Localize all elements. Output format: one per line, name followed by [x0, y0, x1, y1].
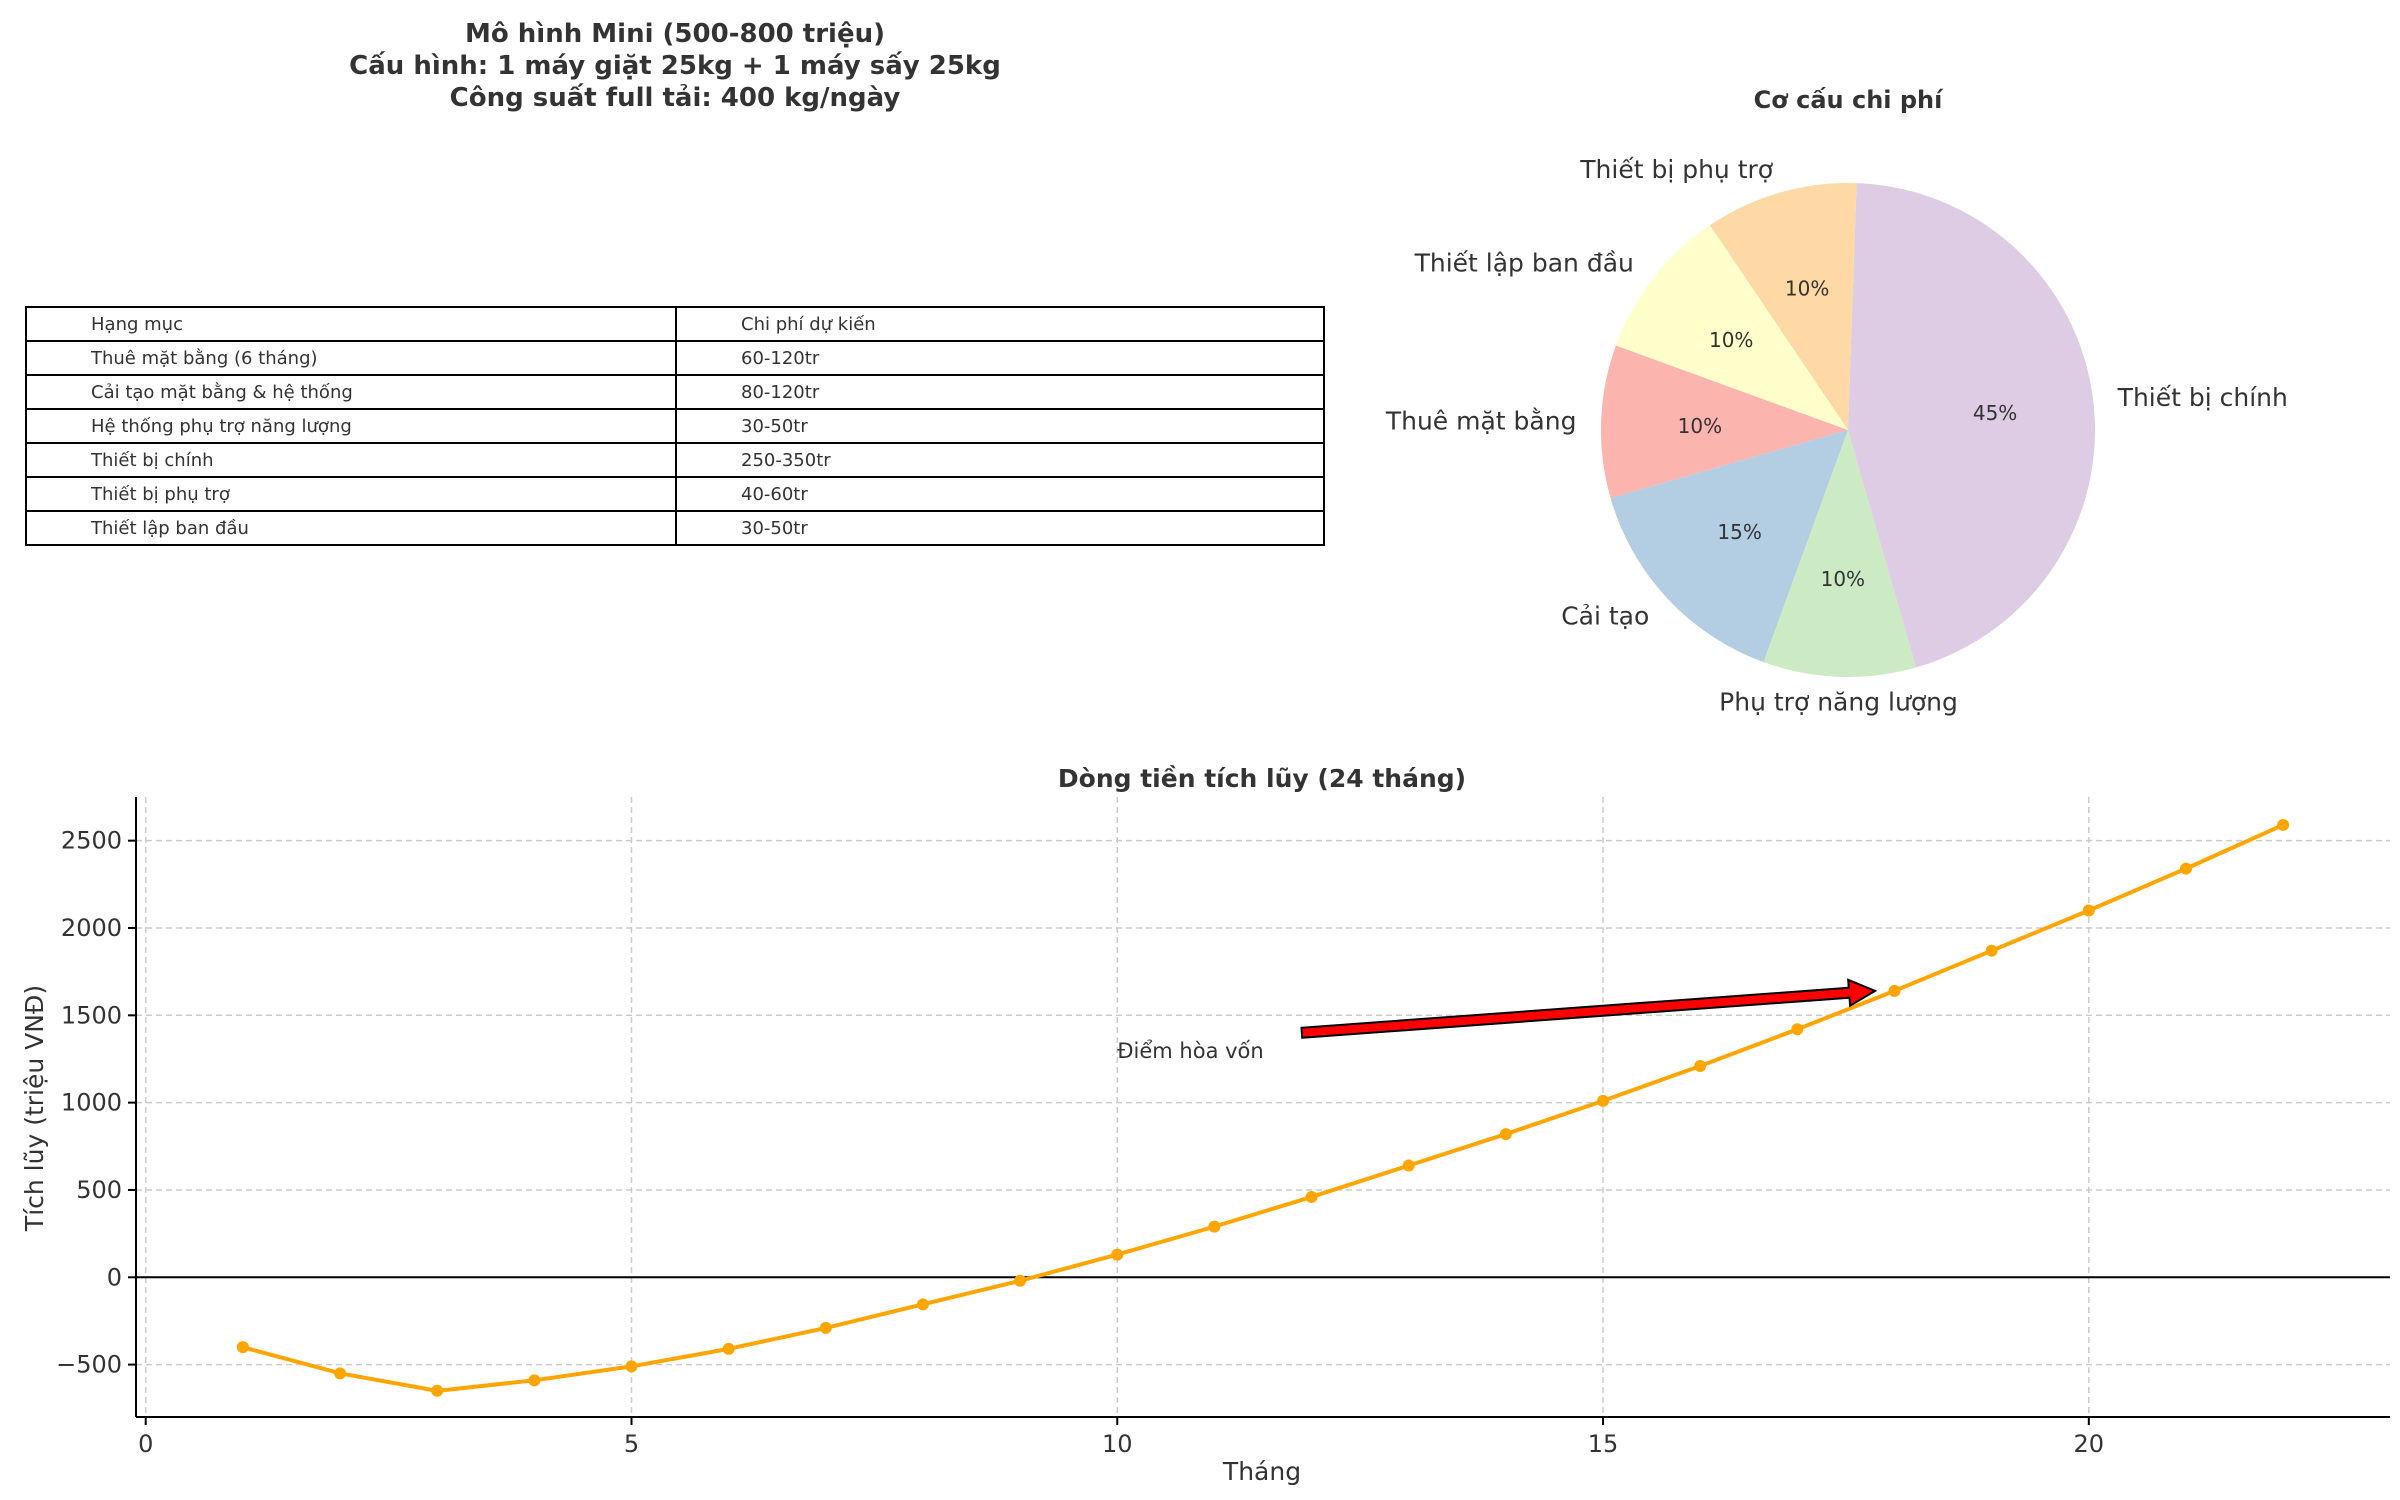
- column-header-item: Hạng mục: [25, 306, 677, 342]
- table-row: Thuê mặt bằng (6 tháng) 60-120tr: [25, 340, 1325, 376]
- table-row: Thiết bị phụ trợ 40-60tr: [25, 476, 1325, 512]
- pie-slice: [1615, 225, 1848, 430]
- x-tick-label: 0: [138, 1430, 153, 1458]
- ticks: 0 5 10 15 20 −500 0 500 1000 1500 2000 2500: [56, 827, 2104, 1458]
- table-cell-cost: 60-120tr: [675, 340, 1325, 376]
- pie-percent-label: 10%: [1709, 328, 1753, 352]
- table-cell-item: Thiết bị chính: [25, 442, 677, 478]
- x-tick-label: 10: [1102, 1430, 1133, 1458]
- data-point: [819, 1321, 832, 1334]
- y-tick-label: 2500: [61, 827, 122, 855]
- table-row: Cải tạo mặt bằng & hệ thống 80-120tr: [25, 374, 1325, 410]
- x-tick-label: 20: [2074, 1430, 2105, 1458]
- pie-slices: [1600, 183, 2095, 677]
- table-cell-item: Thiết bị phụ trợ: [25, 476, 677, 512]
- header-line-3: Công suất full tải: 400 kg/ngày: [449, 83, 901, 113]
- pie-percent-label: 45%: [1973, 401, 2017, 425]
- data-point: [1014, 1274, 1027, 1287]
- axes: [135, 797, 2390, 1418]
- table-cell-cost: 80-120tr: [675, 374, 1325, 410]
- pie-slice: [1709, 183, 1857, 430]
- chart-header: Mô hình Mini (500-800 triệu) Cấu hình: 1…: [60, 18, 1290, 114]
- pie-percent-label: 15%: [1717, 520, 1761, 544]
- pie-title: Cơ cấu chi phí: [1754, 86, 1944, 114]
- table-cell-cost: 30-50tr: [675, 408, 1325, 444]
- pie-category-label: Cải tạo: [1561, 601, 1649, 630]
- grid: [136, 797, 2390, 1417]
- data-point: [1791, 1023, 1804, 1036]
- pie-chart: Cơ cấu chi phí 10% Thuê mặt bằng 15% Cải tạ…: [1385, 86, 2288, 717]
- x-tick-label: 15: [1588, 1430, 1619, 1458]
- y-tick-label: 1500: [61, 1001, 122, 1029]
- pie-labels: 10% Thuê mặt bằng 15% Cải tạo 10% Phụ trợ năn…: [1385, 155, 2288, 717]
- header-line-2: Cấu hình: 1 máy giặt 25kg + 1 máy sấy 25…: [349, 51, 1001, 81]
- data-point: [1597, 1094, 1610, 1107]
- pie-category-label: Phụ trợ năng lượng: [1719, 688, 1958, 717]
- data-point: [1208, 1220, 1221, 1233]
- data-point: [2179, 862, 2192, 875]
- data-point: [236, 1341, 249, 1354]
- pie-category-label: Thiết bị chính: [2117, 383, 2288, 412]
- pie-category-label: Thiết lập ban đầu: [1414, 249, 1634, 278]
- pie-slice: [1848, 183, 2095, 668]
- y-tick-label: −500: [56, 1351, 122, 1379]
- table-cell-item: Thiết lập ban đầu: [25, 510, 677, 546]
- pie-slice: [1600, 345, 1848, 499]
- pie-category-label: Thuê mặt bằng: [1385, 407, 1577, 436]
- data-point: [1305, 1190, 1318, 1203]
- y-tick-label: 2000: [61, 914, 122, 942]
- table-cell-item: Hệ thống phụ trợ năng lượng: [25, 408, 677, 444]
- annotation-text: Điểm hòa vốn: [1117, 1039, 1263, 1063]
- x-tick-label: 5: [624, 1430, 639, 1458]
- data-point: [1694, 1059, 1707, 1072]
- column-header-cost: Chi phí dự kiến: [675, 306, 1325, 342]
- y-tick-label: 0: [107, 1263, 122, 1291]
- pie-slice: [1610, 430, 1848, 663]
- data-point: [625, 1360, 638, 1373]
- header-line-1: Mô hình Mini (500-800 triệu): [465, 19, 885, 49]
- table-cell-cost: 40-60tr: [675, 476, 1325, 512]
- data-point: [528, 1374, 541, 1387]
- data-point: [431, 1384, 444, 1397]
- y-axis-label: Tích lũy (triệu VNĐ): [20, 985, 49, 1232]
- annotation-arrow: [1300, 978, 1878, 1039]
- table-row: Thiết lập ban đầu 30-50tr: [25, 510, 1325, 546]
- table-cell-cost: 30-50tr: [675, 510, 1325, 546]
- x-axis-label: Tháng: [1222, 1457, 1301, 1486]
- line-chart-title: Dòng tiền tích lũy (24 tháng): [1058, 764, 1466, 793]
- table-cell-cost: 250-350tr: [675, 442, 1325, 478]
- data-point: [1985, 944, 1998, 957]
- table-header-row: Hạng mục Chi phí dự kiến: [25, 306, 1325, 342]
- pie-percent-label: 10%: [1785, 277, 1829, 301]
- pie-slice: [1763, 430, 1917, 677]
- y-tick-label: 1000: [61, 1089, 122, 1117]
- series: [236, 818, 2290, 1397]
- table-cell-item: Cải tạo mặt bằng & hệ thống: [25, 374, 677, 410]
- data-point: [1111, 1248, 1124, 1261]
- table-row: Hệ thống phụ trợ năng lượng 30-50tr: [25, 408, 1325, 444]
- table-cell-item: Thuê mặt bằng (6 tháng): [25, 340, 677, 376]
- data-point: [2277, 818, 2290, 831]
- data-point: [722, 1342, 735, 1355]
- data-point: [1402, 1159, 1415, 1172]
- data-point: [334, 1367, 347, 1380]
- y-tick-label: 500: [76, 1176, 122, 1204]
- data-point: [1888, 984, 1901, 997]
- data-point: [1499, 1128, 1512, 1141]
- cost-table: Hạng mục Chi phí dự kiến Thuê mặt bằng (…: [25, 306, 1325, 546]
- data-point: [916, 1298, 929, 1311]
- annotation: Điểm hòa vốn: [1117, 978, 1878, 1063]
- table-row: Thiết bị chính 250-350tr: [25, 442, 1325, 478]
- pie-category-label: Thiết bị phụ trợ: [1579, 155, 1774, 184]
- pie-percent-label: 10%: [1821, 567, 1865, 591]
- data-point: [2082, 904, 2095, 917]
- series-line: [242, 823, 2284, 1393]
- pie-percent-label: 10%: [1678, 414, 1722, 438]
